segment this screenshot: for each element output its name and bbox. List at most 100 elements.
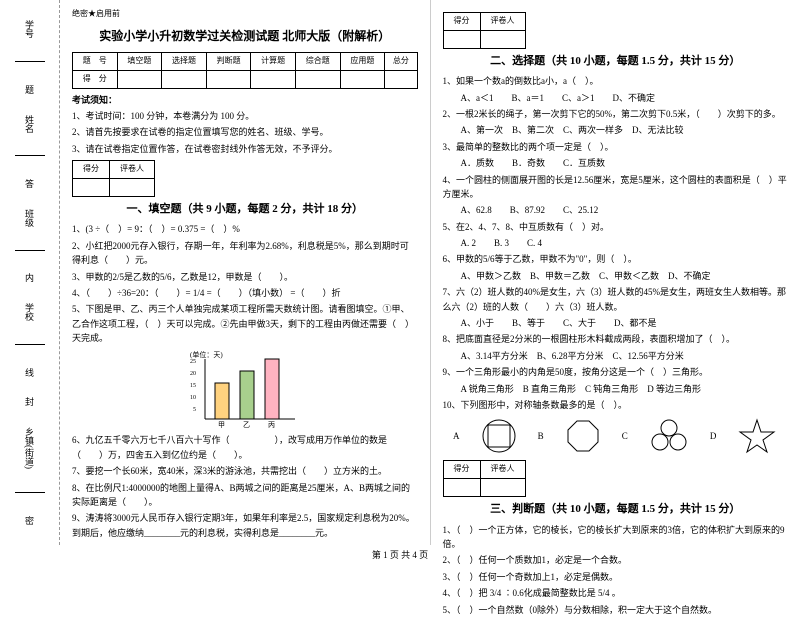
svg-text:20: 20 — [190, 371, 196, 377]
question: 1、(3 ÷（ ）= 9：（ ）= 0.375 =（ ）% — [72, 222, 418, 236]
binding-line — [15, 155, 45, 156]
question: 6、甲数的5/6等于乙数，甲数不为"0"，则（ ）。 — [443, 252, 789, 266]
svg-text:25: 25 — [190, 359, 196, 365]
binding-mark: 线 — [23, 368, 36, 377]
section-title: 二、选择题（共 10 小题，每题 1.5 分，共计 15 分） — [443, 53, 789, 71]
score-col: 题 号 — [73, 52, 118, 70]
question: 10、下列图形中，对称轴条数最多的是（ ）。 — [443, 398, 789, 412]
option: A、3.14平方分米 B、6.28平方分米 C、12.56平方分米 — [443, 349, 789, 363]
binding-label: 乡镇(街道) — [23, 427, 36, 469]
option: A、62.8 B、87.92 C、25.12 — [443, 203, 789, 217]
score-row: 得 分 — [73, 70, 118, 88]
opt-label: B — [538, 429, 544, 443]
three-circles-icon — [649, 418, 689, 454]
question: 8、把底面直径是2分米的一根圆柱形木料截成两段，表面积增加了（ ）。 — [443, 332, 789, 346]
score-table: 题 号 填空题 选择题 判断题 计算题 综合题 应用题 总分 得 分 — [72, 52, 418, 89]
opt-label: C — [622, 429, 628, 443]
score-bar: 得分 评卷人 — [443, 460, 789, 497]
score-bar: 得分 评卷人 — [72, 160, 418, 197]
binding-line — [15, 61, 45, 62]
score-cell: 得分 — [443, 461, 480, 479]
notice-head: 考试须知： — [72, 93, 418, 107]
question: 6、九亿五千零六万七千八百六十写作（ ），改写成用万作单位的数是（ ）万，四舍五… — [72, 433, 418, 462]
question: 5、下图是甲、乙、丙三个人单独完成某项工程所需天数统计图。请看图填空。①甲、乙合… — [72, 302, 418, 345]
question: 9、涛涛将3000元人民币存入银行定期3年，如果年利率是2.5，国家规定利息税为… — [72, 511, 418, 540]
option: A、小于 B、等于 C、大于 D、都不是 — [443, 316, 789, 330]
question: 4、一个圆柱的侧面展开图的长是12.56厘米，宽是5厘米，这个圆柱的表面积是（ … — [443, 173, 789, 202]
opt-label: D — [710, 429, 717, 443]
question: 4、（ ）÷36=20：（ ）= 1/4 =（ ）（填小数） =（ ）折 — [72, 286, 418, 300]
score-cell: 评卷人 — [480, 13, 525, 31]
score-cell: 得分 — [443, 13, 480, 31]
star-icon — [737, 418, 777, 454]
exam-title: 实验小学小升初数学过关检测试题 北师大版（附解析） — [72, 27, 418, 46]
question: 2、一根2米长的绳子，第一次剪下它的50%，第二次剪下0.5米，（ ）次剪下的多… — [443, 107, 789, 121]
score-col: 选择题 — [162, 52, 207, 70]
binding-label: 姓名 — [23, 115, 36, 133]
score-cell: 得分 — [73, 161, 110, 179]
question: 5、在2、4、7、8、中互质数有（ ）对。 — [443, 220, 789, 234]
page-footer: 第 1 页 共 4 页 — [0, 548, 800, 561]
option: A 锐角三角形 B 直角三角形 C 钝角三角形 D 等边三角形 — [443, 382, 789, 396]
score-col: 应用题 — [340, 52, 385, 70]
svg-text:5: 5 — [193, 407, 196, 413]
left-column: 绝密★启用前 实验小学小升初数学过关检测试题 北师大版（附解析） 题 号 填空题… — [60, 0, 431, 545]
opt-label: A — [453, 429, 460, 443]
score-col: 判断题 — [206, 52, 251, 70]
section-title: 三、判断题（共 10 小题，每题 1.5 分，共计 15 分） — [443, 501, 789, 519]
question: 3、（ ）任何一个奇数加上1，必定是偶数。 — [443, 570, 789, 584]
option: A、a＜1 B、a＝1 C、a＞1 D、不确定 — [443, 91, 789, 105]
option: A、第一次 B、第二次 C、两次一样多 D、无法比较 — [443, 123, 789, 137]
chart-svg: (单位：天) 25 20 15 10 5 甲 乙 丙 — [185, 349, 305, 429]
binding-mark: 密 — [23, 516, 36, 525]
binding-mark: 答 — [23, 179, 36, 188]
question: 1、如果一个数a的倒数比a小，a（ ）。 — [443, 74, 789, 88]
chart-ylabel: (单位：天) — [190, 350, 223, 359]
question: 7、六（2）班人数的40%是女生，六（3）班人数的45%是女生，两班女生人数相等… — [443, 285, 789, 314]
score-col: 总分 — [385, 52, 417, 70]
shape-options: A B C D — [443, 418, 789, 454]
binding-label: 学号 — [23, 20, 36, 38]
octagon-icon — [565, 418, 601, 454]
bar-label: 乙 — [243, 421, 250, 429]
score-bar: 得分 评卷人 — [443, 12, 789, 49]
notice-item: 3、请在试卷指定位置作答，在试卷密封线外作答无效，不予评分。 — [72, 142, 418, 156]
binding-margin: 学号 题 姓名 答 班级 内 学校 线 封 乡镇(街道) 密 — [0, 0, 60, 545]
right-column: 得分 评卷人 二、选择题（共 10 小题，每题 1.5 分，共计 15 分） 1… — [431, 0, 800, 545]
secret-label: 绝密★启用前 — [72, 8, 418, 21]
option: A. 2 B. 3 C. 4 — [443, 236, 789, 250]
svg-text:10: 10 — [190, 395, 196, 401]
notice-item: 2、请首先按要求在试卷的指定位置填写您的姓名、班级、学号。 — [72, 125, 418, 139]
binding-mark: 内 — [23, 273, 36, 282]
bar — [265, 359, 279, 419]
notice-item: 1、考试时间：100 分钟，本卷满分为 100 分。 — [72, 109, 418, 123]
question: 3、甲数的2/5是乙数的5/6，乙数是12，甲数是（ ）。 — [72, 270, 418, 284]
bar-label: 丙 — [268, 421, 275, 429]
question: 2、小红把2000元存入银行，存期一年，年利率为2.68%，利息税是5%，那么到… — [72, 239, 418, 268]
question: 3、最简单的整数比的两个项一定是（ ）。 — [443, 140, 789, 154]
score-col: 填空题 — [117, 52, 162, 70]
binding-mark: 封 — [23, 397, 36, 406]
question: 5、（ ）一个自然数（0除外）与分数相除，积一定大于这个自然数。 — [443, 603, 789, 617]
option: A、甲数＞乙数 B、甲数＝乙数 C、甲数＜乙数 D、不确定 — [443, 269, 789, 283]
bar — [240, 371, 254, 419]
bar — [215, 383, 229, 419]
svg-text:15: 15 — [190, 383, 196, 389]
question: 8、在比例尺1:4000000的地图上量得A、B两城之间的距离是25厘米，A、B… — [72, 481, 418, 510]
score-col: 计算题 — [251, 52, 296, 70]
binding-line — [15, 250, 45, 251]
binding-label: 学校 — [23, 303, 36, 321]
bar-label: 甲 — [218, 421, 225, 429]
bar-chart: (单位：天) 25 20 15 10 5 甲 乙 丙 — [72, 349, 418, 429]
option: A．质数 B．奇数 C．互质数 — [443, 156, 789, 170]
binding-line — [15, 492, 45, 493]
score-cell: 评卷人 — [480, 461, 525, 479]
square-in-circle-icon — [481, 418, 517, 454]
binding-mark: 题 — [23, 85, 36, 94]
question: 7、要挖一个长60米，宽40米，深3米的游泳池，共需挖出（ ）立方米的土。 — [72, 464, 418, 478]
score-cell: 评卷人 — [110, 161, 155, 179]
question: 9、一个三角形最小的内角是50度，按角分这是一个（ ）三角形。 — [443, 365, 789, 379]
binding-line — [15, 344, 45, 345]
score-col: 综合题 — [295, 52, 340, 70]
section-title: 一、填空题（共 9 小题，每题 2 分，共计 18 分） — [72, 201, 418, 219]
